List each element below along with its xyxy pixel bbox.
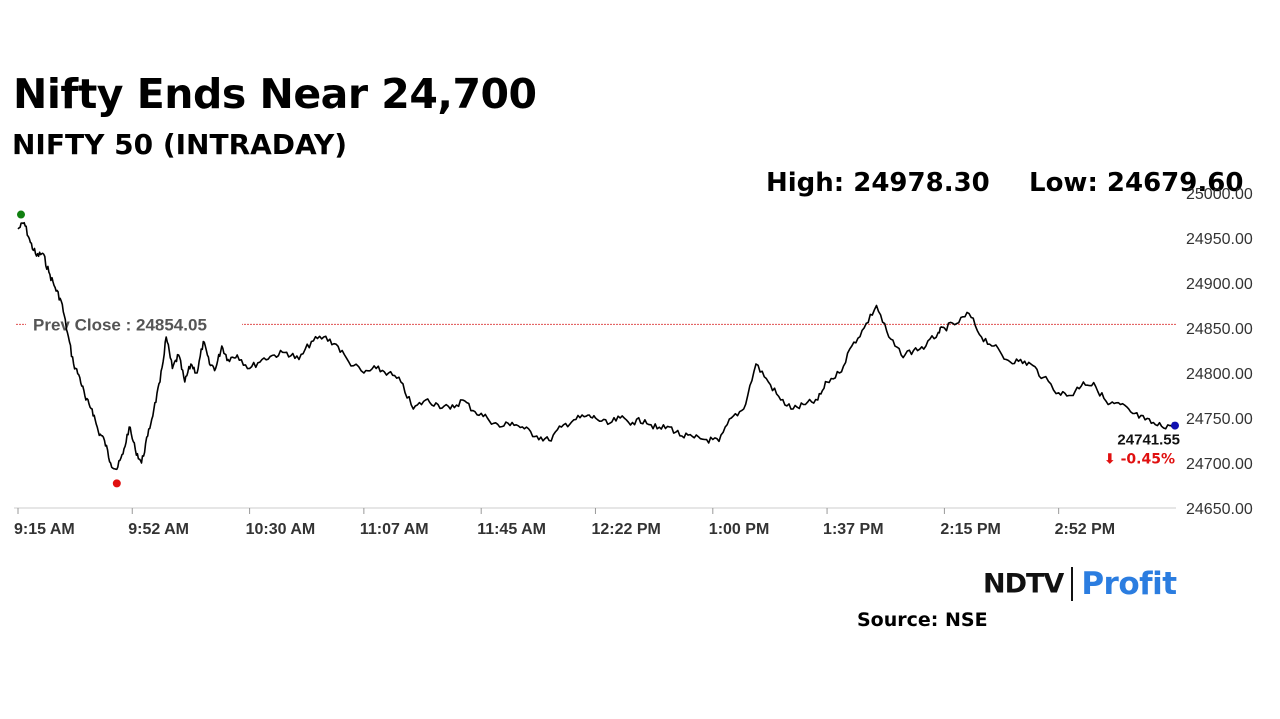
high-marker: [17, 210, 25, 219]
x-tick-label: 2:15 PM: [940, 521, 1000, 538]
ndtv-profit-logo: NDTV Profit: [983, 566, 1177, 606]
y-tick-label: 24750.00: [1186, 411, 1253, 428]
last-value-label: 24741.55: [1117, 432, 1180, 449]
x-tick-label: 2:52 PM: [1055, 521, 1115, 538]
logo-ndtv-text: NDTV: [983, 568, 1064, 600]
x-tick-label: 1:37 PM: [823, 521, 883, 538]
x-tick-label: 11:45 AM: [477, 521, 546, 538]
series-line: [17, 221, 1177, 471]
y-tick-label: 24950.00: [1186, 231, 1253, 248]
series-group: [17, 221, 1177, 471]
x-axis: 9:15 AM 9:52 AM 10:30 AM 11:07 AM 11:45 AM 12…: [14, 507, 1176, 538]
x-tick-label: 1:00 PM: [709, 521, 769, 538]
x-tick-label: 9:52 AM: [128, 521, 189, 538]
x-tick-label: 11:07 AM: [360, 521, 429, 538]
chart-title: Nifty Ends Near 24,700: [13, 70, 537, 118]
logo-profit-text: Profit: [1081, 566, 1177, 602]
high-label: High: 24978.30: [766, 168, 990, 198]
source-label: Source: NSE: [857, 609, 988, 631]
y-tick-label: 24850.00: [1186, 321, 1253, 338]
y-tick-label: 24900.00: [1186, 276, 1253, 293]
change-label: ⬇ -0.45%: [1104, 452, 1175, 468]
last-marker: [1171, 421, 1179, 430]
prev-close-label: Prev Close : 24854.05: [33, 315, 207, 334]
x-tick-label: 12:22 PM: [591, 521, 660, 538]
prev-close-label-bg: [26, 313, 242, 336]
y-tick-label: 25000.00: [1186, 186, 1253, 203]
y-tick-label: 24700.00: [1186, 456, 1253, 473]
y-axis: 24650.00 24700.00 24750.00 24800.00 24850.00…: [1186, 186, 1253, 518]
markers-group: 24741.55 ⬇ -0.45%: [17, 210, 1180, 488]
logo-separator: [1071, 567, 1074, 601]
x-tick-label: 10:30 AM: [246, 521, 316, 538]
y-tick-label: 24800.00: [1186, 366, 1253, 383]
low-marker: [112, 479, 121, 488]
y-tick-label: 24650.00: [1186, 501, 1253, 518]
low-label: Low: 24679.60: [1029, 168, 1244, 198]
x-tick-label: 9:15 AM: [14, 521, 75, 538]
chart-subtitle: NIFTY 50 (INTRADAY): [12, 128, 348, 161]
prev-close-group: Prev Close : 24854.05: [16, 313, 1176, 336]
